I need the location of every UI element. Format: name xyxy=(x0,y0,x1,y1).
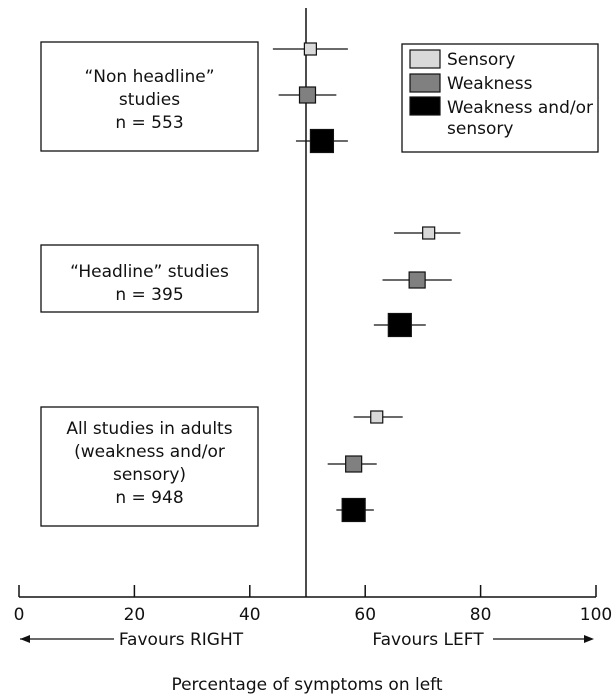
group-label-box xyxy=(40,406,259,527)
group-label-line: All studies in adults xyxy=(66,419,232,439)
x-ticks: 0 20 40 60 80 100 xyxy=(14,585,612,625)
estimate-square xyxy=(341,497,366,523)
estimate-square xyxy=(370,410,384,424)
legend: Sensory Weakness Weakness and/or sensory xyxy=(401,43,599,153)
group-label-line: (weakness and/or xyxy=(74,442,225,462)
legend-swatch xyxy=(409,73,441,93)
legend-label: Weakness and/or sensory xyxy=(447,98,593,139)
x-tick-label: 40 xyxy=(239,605,261,625)
estimate-square xyxy=(303,42,317,56)
estimate-marks xyxy=(272,42,461,523)
x-tick-label: 0 xyxy=(14,605,25,625)
group-label-line: “Headline” studies xyxy=(70,262,229,282)
legend-swatch xyxy=(409,96,441,116)
x-tick-label: 60 xyxy=(354,605,376,625)
direction-left-label: Favours LEFT xyxy=(372,630,484,650)
x-axis-label: Percentage of symptoms on left xyxy=(171,675,442,695)
x-tick-label: 80 xyxy=(470,605,492,625)
group-label-line: n = 395 xyxy=(115,285,183,305)
direction-right-label: Favours RIGHT xyxy=(119,630,244,650)
legend-label: Sensory xyxy=(447,50,515,70)
group-label-line: n = 553 xyxy=(115,113,183,133)
estimate-square xyxy=(408,271,426,289)
arrow-left-head xyxy=(20,635,30,643)
group-label-line: “Non headline” xyxy=(84,67,214,87)
legend-swatch xyxy=(409,49,441,69)
estimate-square xyxy=(309,128,335,154)
direction-labels: Favours RIGHT Favours LEFT xyxy=(20,630,594,650)
legend-label: Weakness xyxy=(447,74,533,94)
estimate-square xyxy=(422,226,436,240)
x-tick-label: 100 xyxy=(580,605,612,625)
group-label-line: n = 948 xyxy=(115,488,183,508)
x-tick-label: 20 xyxy=(124,605,146,625)
group-label-line: sensory) xyxy=(113,465,186,485)
estimate-square xyxy=(387,312,412,338)
group-label-box xyxy=(40,244,259,313)
group-label-box xyxy=(40,41,259,152)
group-label-boxes: “Non headline” studies n = 553 “Headline” s… xyxy=(40,41,259,527)
estimate-square xyxy=(298,86,317,104)
arrow-right-head xyxy=(584,635,594,643)
estimate-square xyxy=(345,455,363,473)
group-label-line: studies xyxy=(119,90,180,110)
